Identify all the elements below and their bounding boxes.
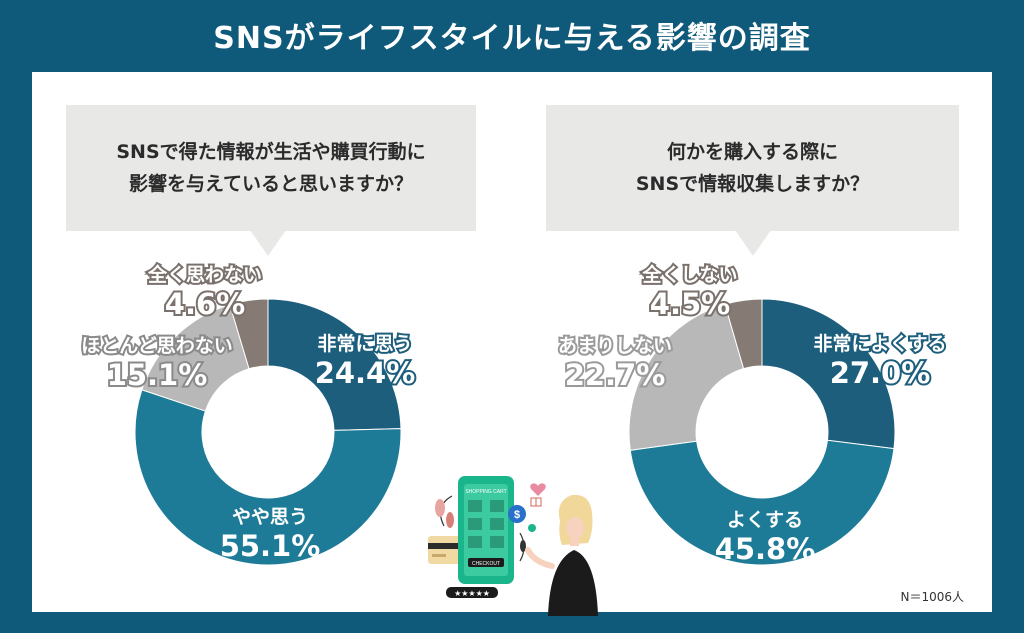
coin-symbol: $ — [514, 509, 520, 521]
chart-2-slice-2 — [628, 303, 745, 451]
chart-2-label-never: 全くしない 4.5% — [625, 262, 755, 323]
chart-1-label-strongly: 非常に思う 24.4% — [300, 331, 430, 392]
chart-2-slice-1 — [629, 439, 895, 566]
question-bubble-1: SNSで得た情報が生活や購買行動に 影響を与えていると思いますか？ — [66, 105, 476, 231]
chart-1-category-3: 全く思わない — [146, 262, 264, 288]
question-2-line-1: 何かを購入する際に — [666, 141, 838, 163]
question-2-line-2: SNSで情報収集しますか？ — [635, 173, 870, 195]
chart-1-category-1: やや思う — [231, 506, 308, 528]
chart-2-category-2: あまりしない — [556, 333, 674, 359]
chart-2-label-very-often: 非常によくする 27.0% — [800, 331, 960, 392]
chart-1-label-hardly: ほとんど思わない 15.1% — [62, 333, 252, 394]
chart-2-value-1: 45.8% — [714, 532, 816, 566]
chart-2-category-3: 全くしない — [640, 262, 739, 288]
question-1-line-2: 影響を与えていると思いますか？ — [128, 173, 414, 195]
chart-2-slice-3 — [724, 298, 763, 370]
chart-1-slice-0 — [267, 298, 402, 431]
phone-header: SHOPPING CART — [465, 489, 506, 495]
chart-1-value-1: 55.1% — [219, 529, 321, 563]
chart-1-value-0: 24.4% — [313, 354, 418, 392]
coin-icon: $ — [508, 505, 536, 532]
sample-size-note: N＝1006人 — [900, 590, 964, 604]
leaf-icon — [435, 495, 526, 562]
chart-2-category-0: 非常によくする — [811, 331, 948, 357]
chart-2-label-rarely: あまりしない 22.7% — [540, 333, 690, 394]
question-bubble-1-tail — [250, 230, 286, 256]
rating-bar: ★★★★★ — [446, 587, 498, 598]
chart-2-category-1: よくする — [726, 509, 803, 531]
chart-1-slice-1 — [134, 389, 402, 566]
question-bubble-2: 何かを購入する際に SNSで情報収集しますか？ — [546, 105, 959, 231]
chart-1-label-not-at-all: 全く思わない 4.6% — [130, 262, 280, 323]
phone-icon: SHOPPING CART CHECKOUT — [458, 476, 514, 584]
heart-icon — [530, 483, 546, 496]
gift-icon — [530, 497, 542, 507]
shopping-illustration: SHOPPING CART CHECKOUT $ ★★★★★ — [428, 476, 598, 616]
woman-icon — [525, 494, 598, 616]
chart-1-category-2: ほとんど思わない — [79, 333, 234, 359]
chart-1-label-somewhat: やや思う 55.1% — [205, 505, 335, 563]
chart-2-value-2: 22.7% — [563, 356, 668, 394]
question-1-line-1: SNSで得た情報が生活や購買行動に — [116, 141, 426, 163]
phone-checkout: CHECKOUT — [472, 561, 500, 567]
chart-1-category-0: 非常に思う — [315, 331, 414, 357]
chart-1-value-2: 15.1% — [105, 356, 210, 394]
chart-2-value-0: 27.0% — [828, 354, 933, 392]
chart-2-label-often: よくする 45.8% — [700, 508, 830, 566]
chart-2-slice-0 — [761, 298, 896, 450]
rating-stars: ★★★★★ — [454, 589, 490, 598]
chart-1-value-3: 4.6% — [163, 285, 247, 323]
chart-1-slice-3 — [229, 298, 269, 370]
page-title: SNSがライフスタイルに与える影響の調査 — [213, 21, 811, 56]
question-bubble-2-tail — [735, 230, 771, 256]
chart-2-value-3: 4.5% — [648, 285, 732, 323]
